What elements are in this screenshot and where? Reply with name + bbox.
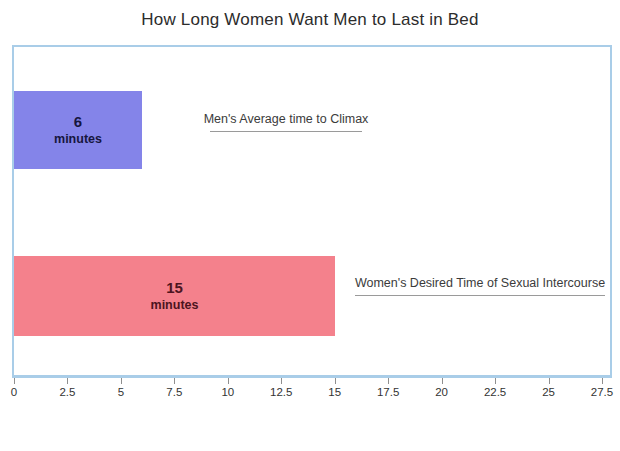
chart-title: How Long Women Want Men to Last in Bed — [0, 10, 620, 30]
x-tick-label: 17.5 — [368, 386, 408, 398]
x-tick-label: 0 — [0, 386, 34, 398]
bar-women-desired-time: 15 minutes — [14, 256, 335, 336]
x-tick-label: 12.5 — [261, 386, 301, 398]
bar-men-unit: minutes — [54, 132, 102, 148]
x-tick-mark — [121, 378, 122, 384]
x-tick-label: 5 — [101, 386, 141, 398]
bar-women-value: 15 — [166, 279, 183, 298]
x-tick-label: 20 — [422, 386, 462, 398]
bar-men-value: 6 — [74, 113, 82, 132]
annotation-women-underline — [355, 295, 605, 296]
annotation-women-label: Women's Desired Time of Sexual Intercour… — [355, 276, 605, 290]
x-tick-mark — [549, 378, 550, 384]
x-tick-label: 2.5 — [47, 386, 87, 398]
plot-area: 6 minutes Men's Average time to Climax 1… — [12, 45, 612, 378]
x-tick-mark — [281, 378, 282, 384]
x-tick-label: 27.5 — [582, 386, 620, 398]
x-tick-mark — [14, 378, 15, 384]
bar-men-average-time: 6 minutes — [14, 91, 142, 169]
x-tick-mark — [335, 378, 336, 384]
x-tick-label: 10 — [208, 386, 248, 398]
x-tick-mark — [388, 378, 389, 384]
x-tick-mark — [442, 378, 443, 384]
x-tick-label: 25 — [529, 386, 569, 398]
annotation-women: Women's Desired Time of Sexual Intercour… — [344, 276, 616, 296]
annotation-men-label: Men's Average time to Climax — [204, 112, 369, 126]
x-tick-label: 7.5 — [154, 386, 194, 398]
annotation-men-underline — [210, 131, 362, 132]
x-tick-mark — [495, 378, 496, 384]
x-tick-mark — [67, 378, 68, 384]
x-tick-mark — [602, 378, 603, 384]
x-tick-label: 15 — [315, 386, 355, 398]
x-tick-mark — [174, 378, 175, 384]
bar-women-unit: minutes — [151, 298, 199, 314]
annotation-men: Men's Average time to Climax — [186, 112, 386, 132]
x-tick-mark — [228, 378, 229, 384]
x-tick-label: 22.5 — [475, 386, 515, 398]
